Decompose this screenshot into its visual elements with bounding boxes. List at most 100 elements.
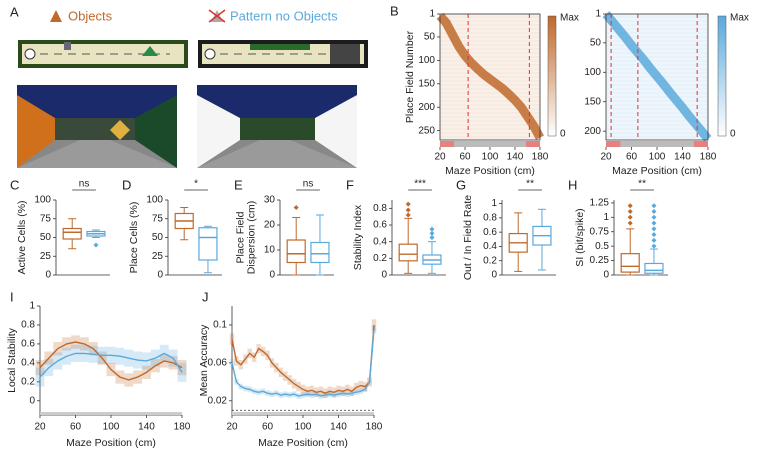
y-tick-label: 0 xyxy=(157,270,163,281)
x-tick-label: 100 xyxy=(295,422,312,433)
box xyxy=(62,227,82,240)
box xyxy=(398,243,418,262)
zone-strip xyxy=(606,141,621,147)
y-axis-label: Stability Index xyxy=(352,204,364,270)
series-line xyxy=(39,341,183,381)
significance-label: ns xyxy=(303,179,314,190)
y-tick-label: 0.5 xyxy=(595,241,609,252)
panel-letter: F xyxy=(346,177,354,192)
significance-label: ns xyxy=(79,179,90,190)
y-tick-label: 50 xyxy=(152,232,164,243)
outlier xyxy=(651,220,657,226)
y-tick-label: 1 xyxy=(603,212,609,223)
y-tick-label: 100 xyxy=(34,195,51,206)
y-axis-label: Active Cells (%) xyxy=(16,200,28,274)
outlier xyxy=(651,232,657,238)
box xyxy=(620,253,640,273)
y-tick-label: 0.8 xyxy=(483,212,497,223)
y-axis-label: Out / In Field Rate xyxy=(462,195,474,280)
y-tick-label: 1 xyxy=(595,9,601,20)
y-axis-label: Local Stability xyxy=(6,327,18,393)
x-tick-label: 180 xyxy=(174,422,191,433)
y-tick-label: 200 xyxy=(584,126,601,137)
x-axis-label: Maze Position (cm) xyxy=(66,437,156,449)
y-axis-label: Dispersion (cm) xyxy=(245,201,257,275)
colorbar-label: 0 xyxy=(730,129,736,140)
x-tick-label: 20 xyxy=(34,422,46,433)
cone-icon xyxy=(50,10,62,22)
panel-letter: B xyxy=(390,3,399,18)
scene-title: Objects xyxy=(68,8,113,23)
y-tick-label: 50 xyxy=(424,32,436,43)
y-tick-label: 1 xyxy=(29,301,35,312)
heatmap-ridge xyxy=(436,12,544,140)
outlier xyxy=(405,207,411,213)
panel-letter: J xyxy=(202,289,209,304)
colorbar-label: Max xyxy=(560,13,579,24)
x-tick-label: 60 xyxy=(459,152,471,163)
y-tick-label: 200 xyxy=(418,102,435,113)
outlier xyxy=(651,203,657,209)
outlier xyxy=(651,243,657,249)
outlier xyxy=(651,226,657,232)
outlier xyxy=(627,214,633,220)
outlier xyxy=(651,209,657,215)
y-tick-label: 0.6 xyxy=(373,220,387,231)
outlier xyxy=(651,237,657,243)
panel-letter: I xyxy=(10,289,14,304)
colorbar-label: Max xyxy=(730,13,749,24)
y-tick-label: 0.25 xyxy=(590,255,610,266)
y-axis-label: Mean Accuracy xyxy=(198,324,210,397)
heatmap-ridge xyxy=(602,11,712,142)
x-tick-label: 140 xyxy=(674,152,691,163)
zone-strip xyxy=(232,412,374,415)
y-tick-label: 100 xyxy=(146,195,163,206)
y-axis-label: SI (bit/spike) xyxy=(574,208,586,266)
box xyxy=(310,241,330,264)
outlier xyxy=(651,214,657,220)
y-tick-label: 50 xyxy=(40,232,52,243)
y-tick-label: 50 xyxy=(590,37,602,48)
axes xyxy=(279,200,334,276)
outlier xyxy=(93,242,99,248)
outlier xyxy=(293,205,299,210)
y-axis-label: Place Field xyxy=(234,211,246,263)
y-tick-label: 0.6 xyxy=(21,339,35,350)
y-tick-label: 0.2 xyxy=(21,376,35,387)
frame xyxy=(439,13,541,141)
outlier xyxy=(429,235,435,240)
x-tick-label: 20 xyxy=(434,152,446,163)
significance-label: ** xyxy=(526,179,534,190)
zone-strip xyxy=(526,141,540,147)
y-tick-label: 0.8 xyxy=(373,203,387,214)
x-tick-label: 140 xyxy=(138,422,155,433)
x-tick-label: 60 xyxy=(262,422,274,433)
series-line xyxy=(39,352,183,378)
y-tick-label: 100 xyxy=(584,67,601,78)
panel-letter: D xyxy=(122,177,131,192)
y-tick-label: 250 xyxy=(418,125,435,136)
y-tick-label: 0.02 xyxy=(208,395,228,406)
x-tick-label: 180 xyxy=(700,152,717,163)
panel-letter: C xyxy=(10,177,19,192)
x-tick-label: 100 xyxy=(103,422,120,433)
zone-strip xyxy=(440,141,540,147)
x-axis-label: Maze Position (cm) xyxy=(445,165,535,177)
y-tick-label: 150 xyxy=(584,96,601,107)
box xyxy=(198,227,218,261)
zone-strip xyxy=(440,141,454,147)
frame xyxy=(605,13,709,141)
y-tick-label: 0.8 xyxy=(21,320,35,331)
outlier xyxy=(627,203,633,209)
box xyxy=(286,239,306,264)
y-axis-label: Place Field Number xyxy=(404,30,416,123)
outlier xyxy=(627,220,633,226)
series-line xyxy=(231,324,375,394)
colorbar-label: 0 xyxy=(560,129,566,140)
x-tick-label: 140 xyxy=(330,422,347,433)
colorbar xyxy=(717,15,727,137)
y-tick-label: 25 xyxy=(152,251,164,262)
cross-icon xyxy=(208,9,226,23)
x-tick-label: 20 xyxy=(226,422,238,433)
